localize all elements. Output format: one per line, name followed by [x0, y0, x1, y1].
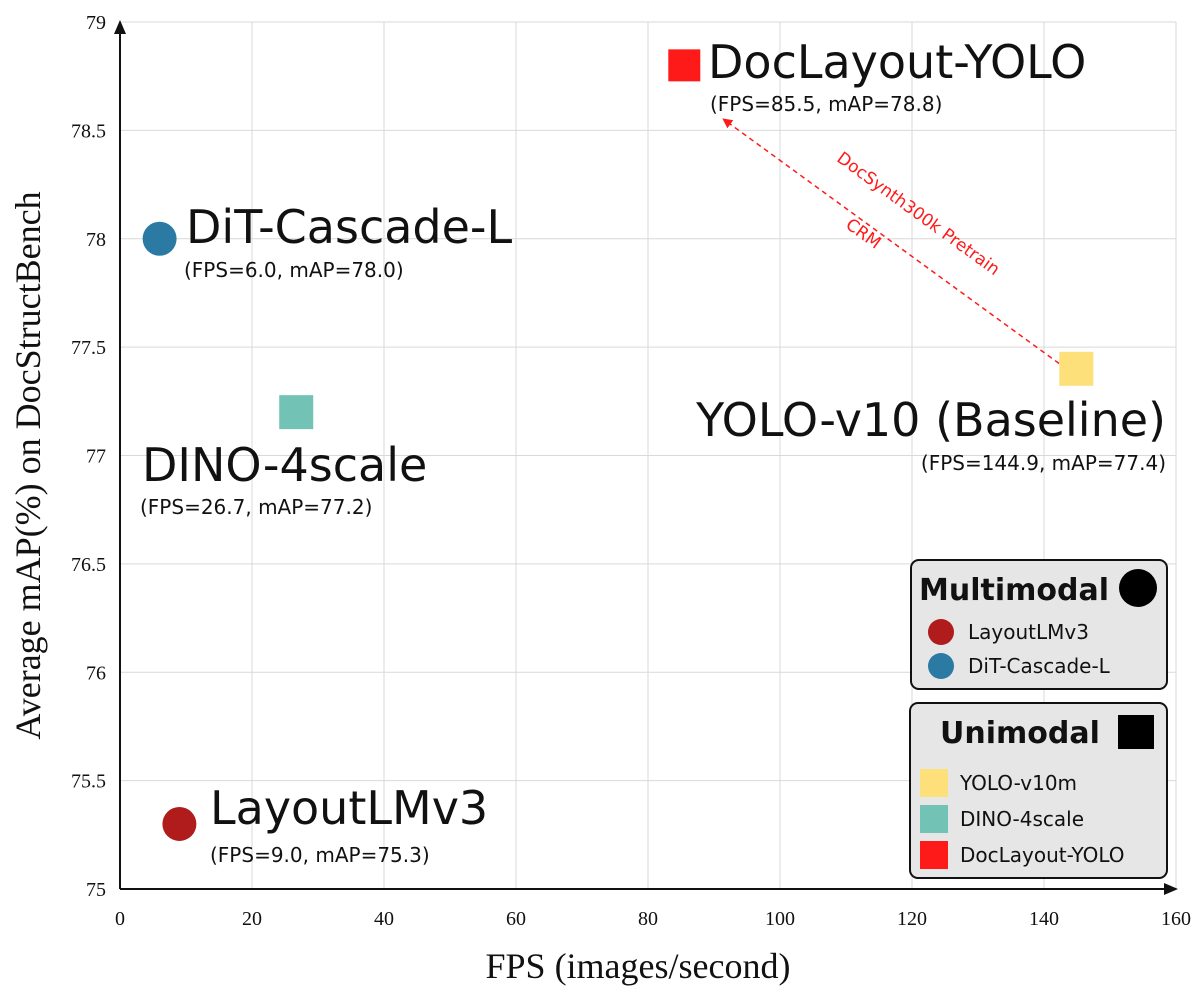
y-tick-label: 76 [86, 662, 106, 684]
point-doclayout-yolo [668, 49, 701, 82]
point-dino-4scale [279, 395, 314, 430]
legend-label-yolo-v10m: YOLO-v10m [959, 771, 1077, 795]
x-axis-title: FPS (images/second) [486, 946, 791, 986]
label-doclayout-yolo: DocLayout-YOLO [708, 35, 1086, 89]
legend-group-unimodal: Unimodal YOLO-v10m DINO-4scale DocLayout-YO… [909, 702, 1168, 879]
legend-label-dino-4scale: DINO-4scale [960, 807, 1084, 831]
x-tick-label: 140 [1029, 908, 1059, 930]
x-tick-label: 20 [242, 908, 262, 930]
x-axis-arrowhead [1164, 883, 1178, 895]
legend-box [910, 559, 1168, 690]
tick-labels: 0 20 40 60 80 100 120 140 160 75 75.5 76 76.5 77 77.5 7… [71, 12, 1191, 930]
y-tick-label: 75 [86, 879, 106, 901]
detail-dino-4scale: (FPS=26.7, mAP=77.2) [140, 495, 372, 519]
label-layoutlmv3: LayoutLMv3 [210, 781, 488, 835]
y-tick-label: 78.5 [71, 120, 106, 142]
legend-label-dit-cascade-l: DiT-Cascade-L [968, 654, 1111, 678]
x-tick-label: 80 [638, 908, 658, 930]
y-axis-title: Average mAP(%) on DocStructBench [8, 191, 48, 739]
legend-unimodal-symbol [1118, 715, 1154, 749]
x-tick-label: 0 [115, 908, 125, 930]
y-tick-label: 78 [86, 229, 106, 251]
x-tick-label: 160 [1161, 908, 1191, 930]
legend-marker-dino-4scale [920, 805, 948, 833]
detail-doclayout-yolo: (FPS=85.5, mAP=78.8) [710, 92, 942, 116]
detail-yolo-v10-baseline: (FPS=144.9, mAP=77.4) [921, 451, 1166, 475]
legend-label-layoutlmv3: LayoutLMv3 [968, 620, 1089, 644]
point-dit-cascade-l [142, 221, 177, 256]
legend-label-doclayout-yolo: DocLayout-YOLO [960, 843, 1125, 867]
y-axis-arrowhead [114, 20, 126, 34]
y-tick-label: 76.5 [71, 554, 106, 576]
legend-marker-doclayout-yolo [920, 841, 948, 869]
legend-marker-yolo-v10m [920, 769, 948, 797]
legend-multimodal-symbol [1119, 569, 1157, 607]
point-layoutlmv3 [162, 806, 197, 841]
point-labels: DiT-Cascade-L (FPS=6.0, mAP=78.0) LayoutLM… [140, 35, 1166, 867]
label-yolo-v10-baseline: YOLO-v10 (Baseline) [695, 393, 1166, 447]
legend-title-unimodal: Unimodal [940, 716, 1100, 751]
data-points [142, 49, 1094, 841]
label-dino-4scale: DINO-4scale [142, 438, 427, 492]
x-tick-label: 100 [765, 908, 795, 930]
detail-dit-cascade-l: (FPS=6.0, mAP=78.0) [184, 258, 404, 282]
legend-marker-dit-cascade-l [928, 653, 954, 679]
y-tick-label: 77 [86, 446, 106, 468]
legend: Multimodal LayoutLMv3 DiT-Cascade-L Unimoda… [909, 559, 1168, 879]
legend-title-multimodal: Multimodal [919, 573, 1109, 608]
x-tick-label: 120 [897, 908, 927, 930]
label-dit-cascade-l: DiT-Cascade-L [186, 200, 513, 254]
point-yolo-v10-baseline [1059, 351, 1094, 386]
y-tick-label: 77.5 [71, 337, 106, 359]
detail-layoutlmv3: (FPS=9.0, mAP=75.3) [210, 843, 430, 867]
axes [114, 20, 1178, 895]
x-tick-label: 40 [374, 908, 394, 930]
legend-group-multimodal: Multimodal LayoutLMv3 DiT-Cascade-L [910, 559, 1168, 690]
y-tick-label: 75.5 [71, 771, 106, 793]
grid [120, 21, 1177, 889]
pretrain-arrow-line [722, 118, 1067, 370]
y-tick-label: 79 [86, 12, 106, 34]
x-tick-label: 60 [506, 908, 526, 930]
annotation-label-crm: CRM [842, 215, 885, 254]
legend-box [909, 702, 1168, 879]
legend-marker-layoutlmv3 [928, 619, 954, 645]
